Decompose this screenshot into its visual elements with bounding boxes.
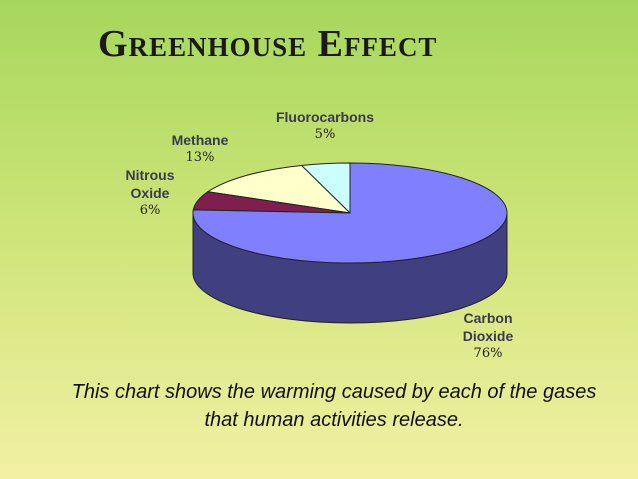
value-label: 6%	[139, 203, 161, 218]
category-name: Carbon Dioxide	[462, 310, 514, 344]
category-name: Fluorocarbons	[275, 109, 375, 125]
slice	[192, 162, 508, 264]
slice-label: Nitrous Oxide 6%	[118, 166, 182, 220]
slice-label: Methane 13%	[172, 131, 229, 167]
caption: This chart shows the warming caused by e…	[71, 381, 597, 431]
value-label: 13%	[185, 150, 215, 165]
category-name: Nitrous Oxide	[125, 167, 175, 201]
slide-title: Greenhouse Effect	[98, 23, 438, 65]
value-label: 5%	[314, 127, 336, 142]
slice-label: Fluorocarbons 5%	[276, 108, 374, 144]
category-name: Methane	[171, 132, 229, 148]
slice-label: Carbon Dioxide 76%	[456, 309, 520, 363]
value-label: 76%	[473, 346, 503, 361]
slice	[206, 164, 352, 214]
